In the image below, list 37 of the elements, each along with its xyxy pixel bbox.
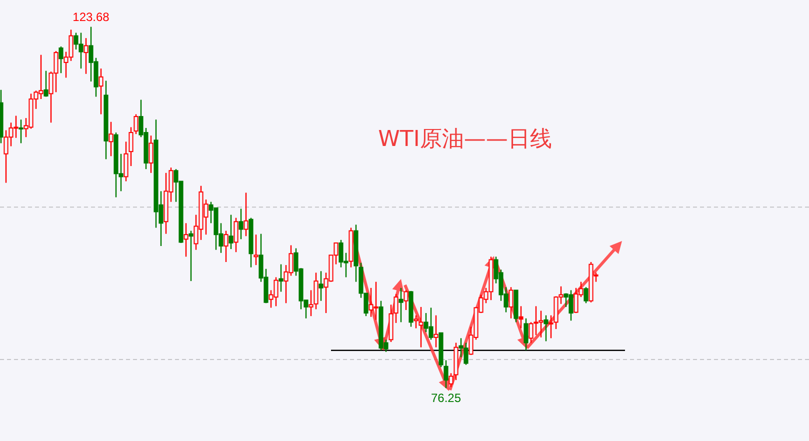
candlestick	[444, 360, 448, 389]
candlestick	[518, 306, 524, 329]
candlestick	[548, 314, 554, 339]
annotation: 76.25	[430, 391, 462, 406]
candlestick	[398, 287, 404, 323]
candlestick	[254, 234, 258, 266]
candlestick	[134, 114, 138, 135]
candlestick	[318, 270, 324, 302]
candlestick	[278, 264, 284, 292]
candlestick	[238, 208, 244, 240]
candlestick	[434, 314, 438, 348]
candlestick	[524, 318, 528, 351]
candlestick	[448, 372, 454, 388]
text: WTI原油——日线	[378, 127, 552, 152]
candlestick	[44, 70, 48, 98]
candlestick	[414, 314, 418, 329]
candlestick	[418, 306, 424, 348]
candlestick	[508, 286, 514, 319]
candlestick	[394, 293, 398, 324]
candlestick	[188, 230, 194, 282]
candlestick	[98, 68, 104, 115]
candlestick	[18, 118, 24, 144]
candlestick	[124, 141, 128, 182]
candlestick	[404, 290, 408, 311]
candlestick	[148, 134, 154, 174]
candlestick	[58, 46, 64, 74]
annotation: 123.68	[72, 10, 110, 24]
candlestick	[128, 126, 134, 167]
candlestick	[224, 230, 228, 263]
candlestick	[184, 222, 188, 258]
candlestick	[584, 286, 588, 304]
candlestick	[234, 217, 238, 253]
candlestick	[84, 37, 88, 74]
candlestick	[244, 192, 248, 237]
candlestick	[228, 214, 234, 250]
candlestick	[108, 121, 114, 157]
candlestick	[544, 314, 548, 342]
